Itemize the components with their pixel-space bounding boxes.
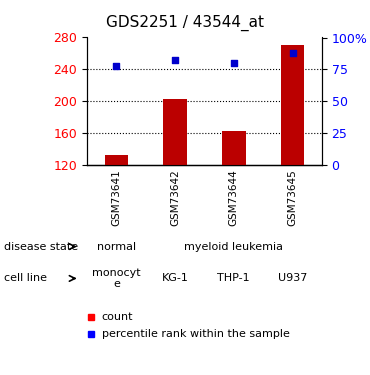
Point <box>290 50 296 56</box>
Text: THP-1: THP-1 <box>218 273 250 284</box>
Text: GSM73644: GSM73644 <box>229 170 239 226</box>
Text: disease state: disease state <box>4 242 78 252</box>
Text: percentile rank within the sample: percentile rank within the sample <box>102 329 290 339</box>
Text: KG-1: KG-1 <box>162 273 188 284</box>
Bar <box>222 131 246 165</box>
Bar <box>163 99 187 165</box>
Point <box>231 60 237 66</box>
Text: normal: normal <box>97 242 136 252</box>
Bar <box>105 154 128 165</box>
Bar <box>281 45 304 165</box>
Text: U937: U937 <box>278 273 307 284</box>
Text: monocyt
e: monocyt e <box>92 268 141 289</box>
Text: GSM73642: GSM73642 <box>170 170 180 226</box>
Text: cell line: cell line <box>4 273 47 284</box>
Text: GDS2251 / 43544_at: GDS2251 / 43544_at <box>106 14 264 31</box>
Text: GSM73641: GSM73641 <box>111 170 121 226</box>
Point <box>113 63 119 69</box>
Point <box>172 57 178 63</box>
Text: myeloid leukemia: myeloid leukemia <box>184 242 283 252</box>
Text: GSM73645: GSM73645 <box>287 170 297 226</box>
Text: count: count <box>102 312 133 322</box>
